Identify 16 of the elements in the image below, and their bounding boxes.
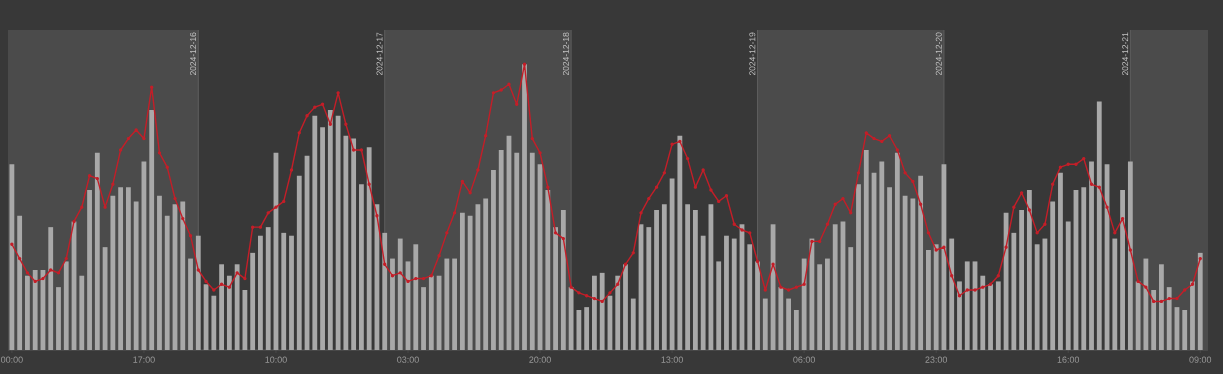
ref-line-label: 2024-12-20 bbox=[935, 32, 942, 76]
ref-line-label: 2024-12-19 bbox=[749, 32, 756, 76]
x-tick-label: 03:00 bbox=[397, 356, 419, 363]
x-tick-label: 13:00 bbox=[661, 356, 683, 363]
ref-line-label: 2024-12-17 bbox=[376, 32, 383, 76]
ref-line-label: 2024-12-21 bbox=[1122, 32, 1129, 76]
ref-line-label: 2024-12-18 bbox=[562, 32, 569, 76]
x-tick-label: 09:00 bbox=[1189, 356, 1212, 363]
x-tick-label: 23:00 bbox=[925, 356, 948, 363]
x-tick-label: 10:00 bbox=[265, 356, 287, 363]
x-tick-label: 16:00 bbox=[1057, 356, 1080, 363]
x-tick-label: 06:00 bbox=[793, 356, 815, 363]
ref-line-label: 2024-12-16 bbox=[190, 32, 197, 76]
x-tick-label: 20:00 bbox=[529, 356, 551, 363]
x-tick-label: 00:00 bbox=[1, 356, 23, 363]
x-tick-label: 17:00 bbox=[133, 356, 155, 363]
